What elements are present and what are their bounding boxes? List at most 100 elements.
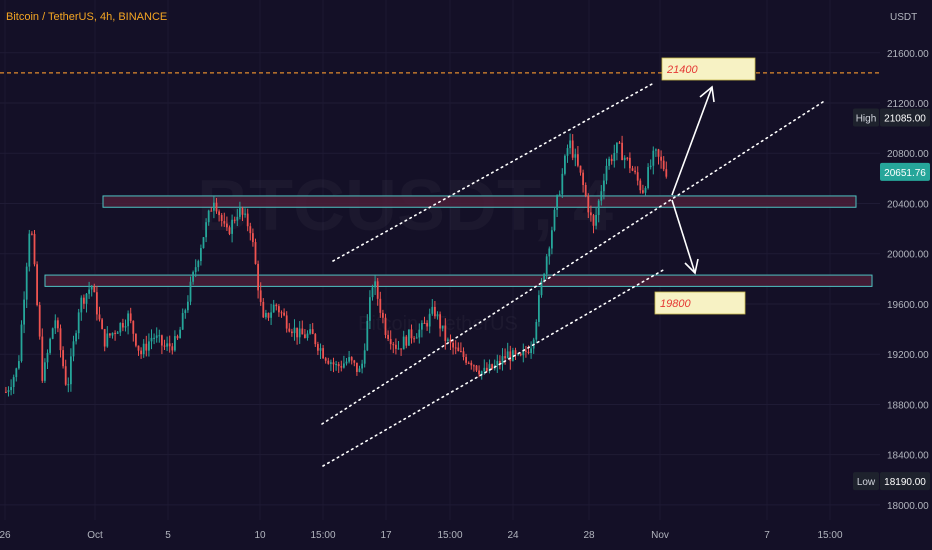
candle-body	[649, 165, 652, 168]
candle-body	[577, 154, 579, 166]
candle-body	[280, 312, 283, 314]
candle-body	[23, 299, 25, 325]
candle	[197, 259, 200, 272]
candle	[15, 367, 18, 382]
candle-body	[608, 158, 610, 166]
candle-body	[70, 356, 72, 385]
candle	[657, 148, 660, 165]
candle-body	[231, 219, 233, 234]
candle	[525, 345, 527, 358]
watermark-description: Bitcoin / TetherUS	[358, 313, 518, 335]
target-box[interactable]	[654, 291, 746, 315]
candle	[478, 365, 480, 378]
candle	[309, 323, 311, 335]
candle-body	[96, 292, 98, 315]
time-tick-label: 15:00	[437, 530, 462, 541]
arrow-up-head[interactable]	[699, 85, 715, 103]
candle	[605, 158, 608, 185]
candle	[501, 348, 504, 371]
candle-body	[558, 194, 561, 196]
candle-body	[327, 360, 330, 364]
candle	[558, 190, 561, 197]
candle	[400, 348, 402, 356]
candle	[12, 374, 15, 394]
candle-body	[447, 339, 449, 341]
candle-body	[41, 336, 44, 381]
candle-body	[90, 286, 93, 290]
candle-body	[574, 154, 577, 158]
arrow-up-line[interactable]	[671, 86, 713, 196]
arrow-down-line[interactable]	[671, 199, 696, 274]
candle	[319, 343, 322, 359]
candle-body	[137, 345, 140, 351]
candle	[460, 342, 462, 353]
candle-body	[655, 149, 657, 151]
arrow-down-head[interactable]	[684, 258, 699, 275]
candle-body	[189, 281, 192, 302]
time-axis[interactable]: 26 Oct 5 10 15:00 17 15:00 24 28 Nov 7 15:00	[0, 520, 932, 550]
candle-body	[369, 297, 371, 321]
candle	[345, 357, 348, 366]
candle-body	[161, 335, 163, 346]
projection-arrows[interactable]	[671, 85, 715, 275]
candle	[553, 207, 556, 232]
candle	[262, 298, 265, 319]
target-box[interactable]	[661, 57, 756, 81]
candle-body	[379, 298, 382, 313]
channel-upper-line[interactable]	[332, 83, 653, 262]
candle	[231, 214, 233, 243]
candle-body	[382, 312, 384, 318]
price-tick-label: 19600.00	[887, 300, 929, 311]
candle	[374, 275, 376, 296]
channel-lower-line[interactable]	[322, 268, 666, 467]
candle-body	[25, 266, 28, 300]
support-resistance-zones[interactable]	[44, 195, 873, 287]
candle-body	[600, 191, 603, 201]
candle	[545, 253, 548, 280]
candle	[192, 270, 194, 285]
candle	[408, 329, 410, 346]
candle-body	[197, 261, 200, 268]
candle	[137, 345, 140, 356]
lower-zone[interactable]	[44, 274, 873, 287]
target-labels[interactable]: 21400 19800	[654, 57, 756, 315]
candle-body	[535, 321, 538, 340]
candle	[457, 342, 460, 352]
candle	[304, 328, 306, 339]
candle-body	[127, 313, 129, 327]
candle-body	[441, 325, 444, 329]
badge-value-box	[880, 162, 930, 181]
symbol-title[interactable]: Bitcoin / TetherUS, 4h, BINANCE	[6, 11, 168, 23]
candle	[200, 244, 202, 266]
candles	[5, 133, 668, 397]
candle-body	[293, 327, 296, 334]
candle-body	[272, 304, 275, 313]
upper-zone[interactable]	[102, 195, 857, 208]
price-axis[interactable]: USDT 18000.00 18400.00 18800.00 19200.00 1960…	[880, 0, 932, 550]
candle	[70, 348, 72, 392]
candle-body	[361, 363, 363, 369]
candle-body	[85, 293, 88, 304]
channel-mid-line[interactable]	[321, 99, 827, 425]
candle	[343, 355, 345, 369]
candle	[467, 361, 470, 365]
price-tick-label: 20000.00	[887, 250, 929, 261]
candle-body	[587, 195, 590, 213]
candle	[332, 357, 335, 373]
candle-body	[423, 322, 426, 324]
candle-body	[262, 301, 265, 318]
candle-body	[582, 172, 584, 185]
candle-body	[408, 329, 410, 346]
candle	[361, 359, 363, 374]
ascending-channel[interactable]	[321, 83, 827, 467]
candle	[413, 336, 415, 343]
candle-body	[207, 210, 210, 223]
candle-body	[332, 362, 335, 365]
candle	[486, 362, 488, 373]
candle	[608, 156, 610, 170]
candle	[233, 216, 236, 224]
candle	[88, 281, 90, 299]
candle	[636, 166, 639, 186]
time-axis-background	[0, 520, 932, 550]
